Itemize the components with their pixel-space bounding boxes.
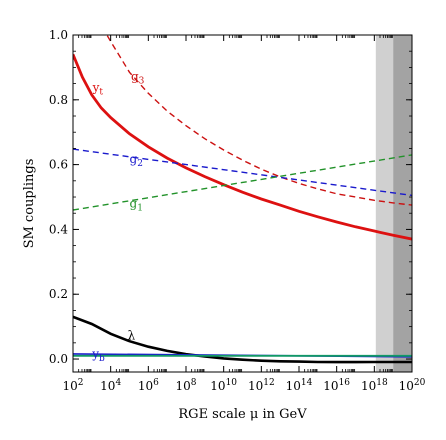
y-tick-label: 0.0: [49, 352, 68, 366]
x-tick-label: 102: [62, 378, 83, 393]
axis-ticks: 102 104 106 108 1010 1012 1014 1016 1018 1020 0.0 0…: [49, 28, 426, 393]
series-line-λ: [73, 315, 412, 364]
y-axis-title: SM couplings: [22, 159, 37, 249]
x-tick-label: 1016: [323, 378, 350, 393]
series-label-λ: λ: [128, 329, 136, 343]
x-tick-label: 1020: [399, 378, 426, 393]
series-label-g3: g3: [131, 69, 145, 86]
shaded-region-0: [375, 35, 394, 372]
series-line-g1: [73, 154, 412, 211]
series-label-yb: yb: [91, 347, 105, 364]
y-tick-label: 0.2: [49, 287, 68, 301]
plot-border: [72, 34, 413, 373]
series-layer: [73, 35, 412, 364]
series-line-g3: [106, 35, 412, 206]
series-labels: g3 yt g2 g1 λ yb: [91, 69, 144, 364]
series-label-g2: g2: [130, 152, 143, 169]
series-label-g1: g1: [130, 196, 143, 213]
y-tick-label: 0.8: [49, 93, 68, 107]
x-tick-label: 1014: [286, 378, 313, 393]
series-label-yt: yt: [92, 81, 104, 98]
x-tick-label: 1010: [210, 378, 237, 393]
y-tick-label: 1.0: [49, 28, 68, 42]
plot-frame: [72, 34, 413, 373]
x-tick-label: 1012: [248, 378, 275, 393]
series-line-g2: [73, 148, 412, 197]
x-tick-label: 104: [100, 378, 121, 393]
x-tick-label: 1018: [361, 378, 388, 393]
series-line-yt: [73, 53, 412, 241]
x-axis-title: RGE scale μ in GeV: [178, 407, 307, 422]
x-tick-label: 106: [138, 378, 159, 393]
y-tick-label: 0.4: [49, 222, 68, 236]
y-tick-label: 0.6: [49, 158, 68, 172]
x-tick-label: 108: [175, 378, 196, 393]
